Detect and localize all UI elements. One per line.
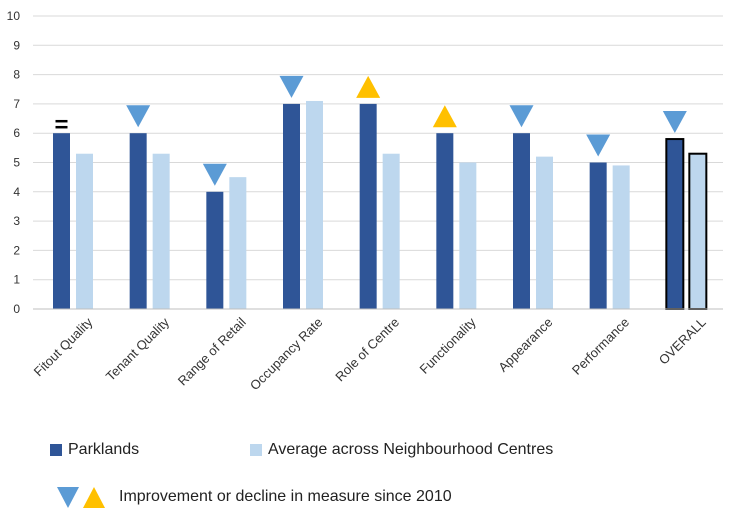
legend-label-average: Average across Neighbourhood Centres [268,441,554,458]
y-tick-label: 6 [13,126,20,140]
bar-average [536,156,553,309]
improvement-marker-icon [432,105,457,128]
y-tick-label: 0 [13,302,20,316]
x-tick-label: Tenant Quality [103,314,173,384]
legend-series-1: Parklands [50,441,139,459]
decline-marker-icon [586,134,611,157]
legend-markers: Improvement or decline in measure since … [57,484,452,510]
decline-marker-icon [202,163,227,186]
y-tick-label: 9 [13,38,20,52]
bar-average [459,162,477,309]
y-tick-label: 3 [13,214,20,228]
decline-marker-icon [279,75,304,98]
bar-parklands [436,133,454,309]
y-tick-label: 8 [13,68,20,82]
up-down-triangles-icon [57,487,105,508]
y-tick-label: 7 [13,97,20,111]
bar-parklands [665,138,685,310]
legend-label-parklands: Parklands [68,441,140,458]
bar-average [229,177,247,309]
bar-parklands [206,191,224,309]
legend-series-2: Average across Neighbourhood Centres [250,441,553,459]
x-tick-label: Appearance [495,315,555,375]
y-tick-label: 5 [13,156,20,170]
decline-marker-icon [509,105,534,128]
x-tick-label: Functionality [417,314,480,377]
bar-parklands [283,103,300,310]
decline-marker-icon [126,105,151,128]
x-tick-label: Performance [569,315,632,378]
bar-parklands [53,133,70,309]
bar-parklands [359,103,377,310]
legend-swatch-parklands [50,444,62,456]
x-tick-label: Occupancy Rate [247,315,326,394]
x-tick-label: Range of Retail [175,314,249,388]
bar-average [612,165,630,309]
y-tick-label: 1 [13,273,20,287]
bar-average [76,153,93,309]
bar-parklands [129,133,147,309]
x-tick-label: Fitout Quality [31,314,96,379]
legend-swatch-average [250,444,262,456]
bar-average [382,153,400,309]
y-tick-label: 2 [13,243,20,257]
bar-chart: 0 1 2 3 4 5 6 7 8 9 10 Fitout Quality Tenant Quality… [7,9,723,394]
y-tick-label: 4 [13,185,20,199]
decline-marker-icon [662,111,687,134]
bar-parklands [513,133,530,309]
y-tick-label: 10 [7,9,21,23]
improvement-marker-icon [356,75,381,98]
bar-average [306,100,323,309]
x-tick-label: Role of Centre [332,315,402,385]
bar-average [688,152,708,310]
bar-average [152,153,170,309]
x-tick-label: OVERALL [656,315,709,368]
legend-label-markers: Improvement or decline in measure since … [119,488,452,505]
bar-parklands [589,162,607,309]
